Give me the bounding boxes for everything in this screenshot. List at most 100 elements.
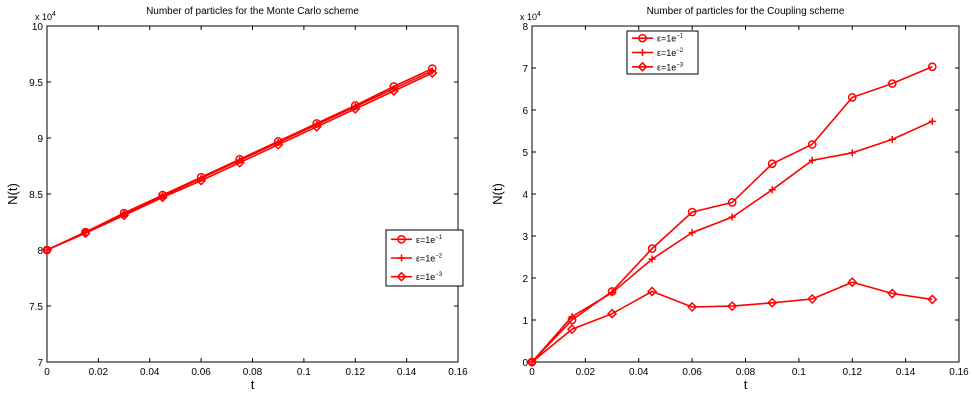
x-tick-label: 0	[529, 367, 535, 378]
series-line	[46, 72, 433, 251]
y-axis-label: N(t)	[5, 183, 20, 205]
y-tick-label: 9	[37, 134, 43, 145]
x-tick-label: 0.02	[576, 367, 596, 378]
legend-label: ε=1e−2	[416, 254, 443, 264]
x-tick-label: 0.08	[736, 367, 756, 378]
x-tick-label: 0.12	[843, 367, 863, 378]
y-tick-label: 2	[522, 274, 528, 285]
y-tick-label: 7.5	[29, 302, 43, 313]
data-point	[847, 277, 858, 288]
x-tick-label: 0.16	[448, 367, 468, 378]
data-point	[688, 229, 696, 237]
y-tick-label: 6	[522, 106, 528, 117]
chart-title: Number of particles for the Coupling sch…	[647, 6, 845, 17]
series-line	[531, 120, 933, 363]
x-tick-label: 0.14	[896, 367, 916, 378]
legend-label-power: −1	[435, 235, 443, 241]
y-exponent-power: 4	[52, 11, 56, 18]
legend: ε=1e−1 ε=1e−2 ε=1e−3	[385, 229, 464, 287]
data-point	[727, 198, 737, 207]
plot-frame	[531, 25, 960, 363]
data-point	[273, 139, 284, 150]
data-point	[767, 159, 777, 169]
x-axis-label: t	[744, 377, 748, 392]
legend-swatch-marker	[397, 234, 406, 244]
legend: ε=1e−1 ε=1e−2 ε=1e−3	[626, 30, 699, 75]
y-tick-label: 9.5	[29, 78, 43, 89]
series-3	[526, 277, 938, 368]
data-point	[119, 210, 130, 221]
x-tick-label: 0.1	[792, 367, 806, 378]
data-point	[687, 301, 698, 313]
plot-frame	[46, 25, 459, 363]
legend-label: ε=1e−1	[657, 34, 684, 44]
legend-label-power: −3	[676, 62, 684, 68]
chart-title: Number of particles for the Monte Carlo …	[146, 6, 359, 17]
data-point	[608, 289, 616, 297]
legend-swatch-marker	[638, 33, 647, 43]
data-point	[311, 121, 322, 132]
y-tick-label: 7	[522, 64, 528, 75]
y-tick-label: 0	[522, 358, 528, 369]
data-point	[927, 294, 938, 305]
data-point	[80, 228, 91, 239]
data-point	[526, 356, 538, 368]
data-point	[647, 286, 658, 297]
x-tick-label: 0.04	[629, 367, 649, 378]
series-3	[41, 67, 438, 256]
y-tick-label: 5	[522, 148, 528, 159]
data-point	[41, 244, 53, 256]
legend-swatch-marker	[396, 271, 407, 282]
y-tick-label: 3	[522, 232, 528, 243]
x-tick-label: 0.12	[346, 367, 366, 378]
legend-label-power: −2	[435, 254, 443, 260]
data-point	[727, 301, 738, 312]
x-tick-label: 0.06	[191, 367, 211, 378]
data-point	[427, 67, 438, 79]
y-tick-label: 10	[32, 22, 44, 33]
data-point	[234, 157, 245, 168]
legend-label: ε=1e−2	[657, 48, 684, 58]
y-tick-label: 8	[37, 246, 43, 257]
data-point	[767, 297, 778, 308]
data-point	[887, 79, 897, 88]
data-point	[847, 93, 857, 102]
data-point	[848, 149, 856, 157]
data-point	[808, 156, 816, 164]
legend-label-power: −3	[435, 272, 443, 278]
data-point	[648, 255, 656, 263]
x-tick-label: 0.06	[682, 367, 702, 378]
y-tick-label: 8.5	[29, 190, 43, 201]
legend-label: ε=1e−1	[416, 235, 443, 245]
data-point	[728, 213, 736, 221]
y-tick-label: 8	[522, 22, 528, 33]
data-point	[928, 117, 936, 125]
monte-carlo-chart: 0 0.02 0.04 0.06 0.08 0.1 0.12 0.14 0.16 7 7.5 8 8.5…	[5, 6, 468, 392]
legend-label-power: −2	[676, 48, 684, 54]
legend-label: ε=1e−3	[657, 62, 684, 72]
data-point	[350, 103, 361, 114]
data-point	[647, 244, 657, 253]
x-tick-label: 0.14	[397, 367, 417, 378]
y-tick-label: 4	[522, 190, 528, 201]
y-exponent-label: x 104	[520, 11, 541, 22]
x-tick-label: 0.02	[89, 367, 109, 378]
data-point	[568, 313, 576, 321]
y-exponent-label: x 104	[35, 11, 56, 22]
coupling-chart: 0 0.02 0.04 0.06 0.08 0.1 0.12 0.14 0.16 0 1 2 3 4 5 6 7…	[490, 6, 969, 392]
data-point	[687, 207, 697, 217]
data-point	[807, 140, 817, 149]
data-point	[566, 324, 578, 335]
data-point	[157, 192, 168, 203]
data-point	[887, 288, 898, 299]
y-exponent-power: 4	[537, 11, 541, 18]
y-tick-label: 1	[522, 316, 528, 327]
x-axis-label: t	[251, 377, 255, 392]
data-point	[927, 62, 937, 72]
y-tick-label: 7	[37, 358, 43, 369]
y-axis-label: N(t)	[490, 183, 505, 205]
series-line	[531, 281, 933, 363]
series-2	[528, 117, 936, 366]
x-tick-label: 0.16	[949, 367, 969, 378]
